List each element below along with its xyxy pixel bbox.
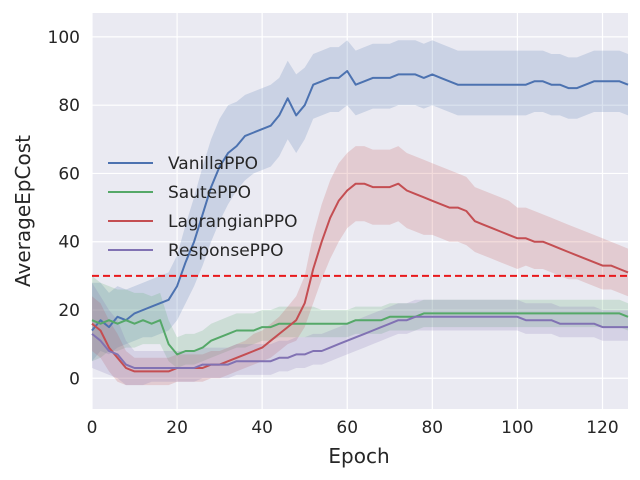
- x-tick-label: 0: [87, 418, 98, 438]
- y-tick-labels: 0 20 40 60 80 100: [48, 28, 80, 389]
- series-line-sauteppo: [91, 312, 629, 356]
- x-tick-label: 120: [586, 418, 618, 438]
- x-tick-label: 60: [336, 418, 358, 438]
- legend-label-vanillappo: VanillaPPO: [168, 154, 258, 174]
- legend-label-sauteppo: SautePPO: [168, 183, 251, 203]
- y-tick-label: 60: [58, 164, 80, 184]
- series-line-responseppo: [91, 315, 628, 369]
- x-tick-label: 40: [251, 418, 273, 438]
- x-tick-label: 20: [166, 418, 188, 438]
- x-axis-label: Epoch: [328, 444, 389, 468]
- series-lines: [91, 70, 629, 373]
- x-tick-label: 100: [501, 418, 533, 438]
- confidence-bands: [92, 40, 628, 386]
- plot-background: [92, 13, 628, 409]
- band-responseppo: [92, 282, 628, 386]
- legend-label-responseppo: ResponsePPO: [168, 241, 284, 261]
- legend: VanillaPPO SautePPO LagrangianPPO ResponseP…: [108, 154, 297, 261]
- x-tick-labels: 0 20 40 60 80 100 120: [87, 418, 619, 438]
- band-sauteppo: [92, 275, 628, 368]
- series-line-vanillappo: [91, 70, 629, 332]
- legend-label-lagrangianppo: LagrangianPPO: [168, 212, 297, 232]
- y-tick-label: 0: [69, 369, 80, 389]
- y-axis-label: AverageEpCost: [11, 135, 35, 287]
- band-lagrangianppo: [92, 146, 628, 386]
- y-tick-label: 80: [58, 96, 80, 116]
- band-vanillappo: [92, 40, 628, 362]
- y-tick-label: 100: [48, 28, 80, 48]
- x-tick-label: 80: [421, 418, 443, 438]
- y-tick-label: 40: [58, 233, 80, 253]
- y-tick-label: 20: [58, 301, 80, 321]
